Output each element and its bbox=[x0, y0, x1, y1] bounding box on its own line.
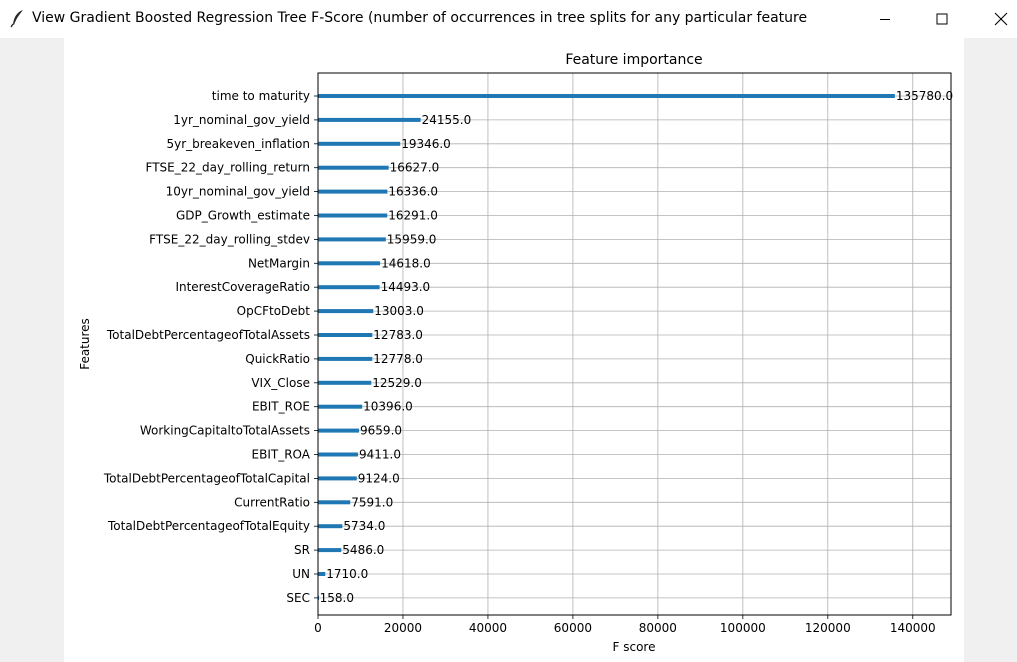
bar-value-label: 5734.0 bbox=[343, 519, 385, 533]
y-tick-label: CurrentRatio bbox=[234, 495, 310, 509]
minimize-button[interactable] bbox=[862, 0, 908, 38]
feature-importance-chart: time to maturity 1yr_nominal_gov_yield 5yr… bbox=[78, 52, 953, 654]
figure-canvas: time to maturity 1yr_nominal_gov_yield 5yr… bbox=[64, 38, 964, 662]
close-button[interactable] bbox=[978, 0, 1017, 38]
title-bar[interactable]: View Gradient Boosted Regression Tree F-… bbox=[0, 0, 1017, 38]
bar-value-label: 14618.0 bbox=[381, 256, 431, 270]
x-tick-label: 40000 bbox=[469, 621, 507, 635]
bar-value-label: 1710.0 bbox=[326, 567, 368, 581]
bar-20 bbox=[318, 548, 342, 553]
y-tick-label: 10yr_nominal_gov_yield bbox=[166, 185, 310, 199]
bar-value-label: 16627.0 bbox=[390, 161, 440, 175]
bar-6 bbox=[318, 213, 388, 218]
bar-2 bbox=[318, 117, 421, 122]
plot-frame bbox=[317, 72, 952, 616]
x-tick-label: 20000 bbox=[384, 621, 422, 635]
maximize-button[interactable] bbox=[919, 0, 965, 38]
y-axis-label: Features bbox=[78, 318, 92, 370]
y-tick-label: VIX_Close bbox=[251, 376, 310, 390]
bar-13 bbox=[318, 380, 372, 385]
y-tick-label: 5yr_breakeven_inflation bbox=[166, 137, 310, 151]
feather-icon bbox=[8, 8, 28, 28]
maximize-icon bbox=[936, 13, 948, 25]
x-tick-label: 100000 bbox=[720, 621, 766, 635]
bar-value-label: 12529.0 bbox=[372, 376, 422, 390]
x-tick-label: 0 bbox=[314, 621, 322, 635]
y-tick-label: time to maturity bbox=[212, 89, 310, 103]
bar-8 bbox=[318, 261, 381, 266]
y-tick-label: FTSE_22_day_rolling_return bbox=[146, 161, 311, 175]
bar-value-label: 16291.0 bbox=[388, 209, 438, 223]
bar-value-label: 10396.0 bbox=[363, 400, 413, 414]
bar-value-label: 16336.0 bbox=[388, 185, 438, 199]
grid-lines bbox=[317, 73, 951, 615]
y-tick-label: UN bbox=[292, 567, 310, 581]
bar-11 bbox=[318, 333, 373, 337]
y-tick-label: QuickRatio bbox=[245, 352, 310, 366]
bar-3 bbox=[318, 141, 401, 146]
bar-value-label: 19346.0 bbox=[401, 137, 451, 151]
bar-value-label: 15959.0 bbox=[387, 232, 437, 246]
chart-title: Feature importance bbox=[565, 52, 702, 68]
y-tick-label: WorkingCapitaltoTotalAssets bbox=[140, 424, 310, 438]
y-tick-label: 1yr_nominal_gov_yield bbox=[173, 113, 310, 127]
y-tick-label: TotalDebtPercentageofTotalEquity bbox=[107, 519, 310, 533]
bar-18 bbox=[318, 500, 351, 505]
bar-4 bbox=[318, 165, 389, 170]
x-tick-label: 80000 bbox=[639, 621, 677, 635]
y-tick-label: TotalDebtPercentageofTotalAssets bbox=[106, 328, 310, 342]
y-tick-label: NetMargin bbox=[248, 256, 310, 270]
bar-14 bbox=[318, 404, 363, 409]
data-labels: 135780.0 24155.0 19346.0 16627.0 16336.0 1629… bbox=[320, 89, 953, 605]
y-tick-label: SEC bbox=[286, 591, 310, 605]
y-tick-label: TotalDebtPercentageofTotalCapital bbox=[103, 471, 310, 485]
bar-value-label: 14493.0 bbox=[381, 280, 431, 294]
bar-12 bbox=[318, 356, 373, 361]
window-title: View Gradient Boosted Regression Tree F-… bbox=[32, 10, 808, 26]
x-axis-label: F score bbox=[613, 640, 656, 654]
bar-value-label: 13003.0 bbox=[374, 304, 424, 318]
y-tick-labels: time to maturity 1yr_nominal_gov_yield 5yr… bbox=[103, 89, 318, 605]
bars bbox=[318, 94, 895, 600]
bar-1 bbox=[318, 94, 895, 98]
y-tick-label: GDP_Growth_estimate bbox=[176, 209, 310, 223]
bar-10 bbox=[318, 309, 374, 314]
bar-17 bbox=[318, 476, 357, 481]
bar-value-label: 12783.0 bbox=[373, 328, 423, 342]
bar-value-label: 158.0 bbox=[320, 591, 354, 605]
y-tick-label: SR bbox=[294, 543, 310, 557]
y-tick-label: EBIT_ROE bbox=[252, 400, 310, 414]
x-tick-label: 140000 bbox=[890, 621, 936, 635]
minimize-icon bbox=[880, 19, 890, 20]
bar-value-label: 7591.0 bbox=[351, 495, 393, 509]
y-tick-label: FTSE_22_day_rolling_stdev bbox=[149, 232, 310, 246]
y-tick-label: OpCFtoDebt bbox=[237, 304, 311, 318]
x-tick-labels: 0 20000 40000 60000 80000 100000 120000 140000 bbox=[314, 615, 936, 635]
bar-7 bbox=[318, 237, 386, 242]
close-icon bbox=[994, 12, 1008, 26]
bar-value-label: 5486.0 bbox=[342, 543, 384, 557]
bar-15 bbox=[318, 428, 360, 433]
bar-value-label: 9659.0 bbox=[360, 424, 402, 438]
bar-value-label: 9124.0 bbox=[358, 471, 400, 485]
bar-value-label: 135780.0 bbox=[896, 89, 953, 103]
bar-19 bbox=[318, 524, 343, 529]
bar-16 bbox=[318, 452, 358, 457]
bar-value-label: 12778.0 bbox=[373, 352, 423, 366]
x-tick-label: 60000 bbox=[554, 621, 592, 635]
bar-5 bbox=[318, 189, 388, 194]
bar-9 bbox=[318, 285, 380, 290]
bar-value-label: 24155.0 bbox=[422, 113, 472, 127]
y-tick-label: EBIT_ROA bbox=[252, 448, 311, 462]
x-tick-label: 120000 bbox=[805, 621, 851, 635]
bar-value-label: 9411.0 bbox=[359, 448, 401, 462]
y-tick-label: InterestCoverageRatio bbox=[175, 280, 310, 294]
bar-21 bbox=[318, 572, 326, 576]
